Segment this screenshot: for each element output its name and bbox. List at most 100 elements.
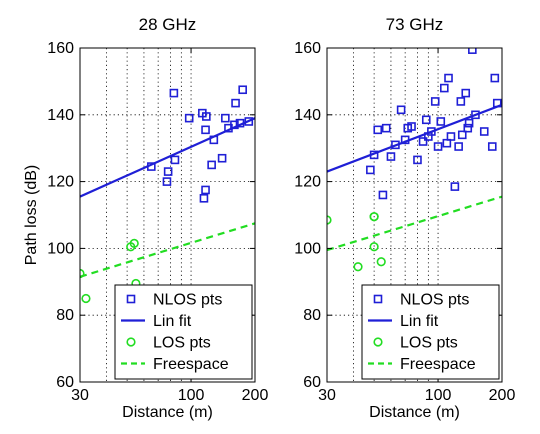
- chart-title: 28 GHz: [139, 15, 197, 34]
- nlos-point: [440, 83, 449, 93]
- x-tick-label: 200: [242, 387, 269, 404]
- series-group: [80, 85, 255, 315]
- y-tick-label: 120: [294, 174, 321, 191]
- nlos-point: [217, 153, 227, 163]
- legend-label: Lin fit: [400, 313, 439, 330]
- legend-label: NLOS pts: [400, 292, 469, 309]
- nlos-point: [490, 73, 500, 83]
- los-point: [353, 262, 363, 272]
- y-tick-label: 140: [47, 107, 74, 124]
- y-tick-label: 80: [303, 307, 321, 324]
- nlos-point: [464, 118, 474, 128]
- freespace-line: [327, 195, 502, 252]
- legend-square-marker: [126, 294, 136, 304]
- x-tick-label: 30: [318, 387, 336, 404]
- legend-box: [361, 284, 500, 380]
- nlos-point: [487, 142, 497, 151]
- nlos-point: [163, 167, 173, 176]
- nlos-point: [231, 98, 240, 108]
- fit-line: [327, 103, 502, 173]
- los-point: [369, 242, 379, 252]
- nlos-point: [463, 123, 473, 133]
- nlos-point: [479, 127, 489, 136]
- nlos-point: [201, 185, 210, 195]
- chart-panels: 30 100 200 60 80 100 120 140 160 28 GHz Distance (…: [47, 15, 515, 421]
- nlos-point: [457, 130, 467, 140]
- legend-label: Lin fit: [153, 313, 192, 330]
- nlos-point: [396, 105, 406, 115]
- axes-frame: [79, 47, 256, 383]
- legend-label: LOS pts: [153, 335, 211, 352]
- legend: NLOS pts Lin fit LOS pts Freespace: [114, 284, 253, 380]
- legend-circle-marker: [126, 337, 136, 347]
- y-tick-label: 160: [294, 40, 321, 57]
- y-tick-label: 140: [294, 107, 321, 124]
- nlos-point: [386, 152, 396, 161]
- nlos-point: [436, 117, 446, 126]
- axes-frame: [326, 47, 503, 383]
- x-axis-label: Distance (m): [369, 404, 460, 421]
- chart-panel-1: 30 100 200 60 80 100 120 140 160 28 GHz Distance (…: [47, 15, 268, 421]
- nlos-point: [407, 122, 416, 131]
- nlos-point: [170, 155, 180, 165]
- y-tick-label: 100: [294, 240, 321, 257]
- y-tick-label: 100: [47, 240, 74, 257]
- nlos-point: [444, 73, 453, 83]
- nlos-point: [199, 194, 209, 203]
- nlos-point: [169, 88, 179, 98]
- legend: NLOS pts Lin fit LOS pts Freespace: [361, 284, 500, 380]
- x-tick-label: 30: [71, 387, 89, 404]
- legend-label: Freespace: [400, 356, 476, 373]
- freespace-line: [80, 222, 255, 278]
- los-point: [376, 257, 386, 267]
- legend-box: [114, 284, 253, 380]
- legend-circle-marker: [373, 337, 383, 347]
- legend-label: Freespace: [153, 356, 229, 373]
- nlos-point: [456, 97, 466, 106]
- nlos-point: [413, 155, 422, 165]
- los-point: [369, 212, 379, 222]
- los-point: [81, 293, 91, 304]
- nlos-point: [430, 97, 440, 106]
- nlos-point: [450, 182, 460, 191]
- x-tick-label: 200: [489, 387, 516, 404]
- nlos-point: [454, 142, 463, 151]
- fit-line: [80, 117, 255, 198]
- nlos-point: [366, 165, 375, 175]
- nlos-point: [461, 88, 471, 98]
- y-tick-label: 60: [56, 374, 74, 391]
- chart-title: 73 GHz: [386, 15, 444, 34]
- legend-label: NLOS pts: [153, 292, 222, 309]
- y-tick-label: 60: [303, 374, 321, 391]
- x-tick-label: 100: [178, 387, 205, 404]
- nlos-point: [238, 85, 247, 95]
- legend-label: LOS pts: [400, 335, 458, 352]
- legend-square-marker: [373, 294, 383, 304]
- nlos-point: [433, 142, 443, 151]
- nlos-point: [162, 177, 172, 186]
- nlos-point: [373, 125, 383, 135]
- y-axis-label: Path loss (dB): [23, 165, 40, 265]
- x-axis-label: Distance (m): [122, 404, 213, 421]
- nlos-point: [421, 115, 431, 125]
- nlos-point: [202, 112, 211, 121]
- y-tick-label: 120: [47, 174, 74, 191]
- nlos-point: [201, 125, 210, 135]
- nlos-point: [471, 110, 480, 120]
- nlos-point: [381, 123, 391, 133]
- nlos-point: [184, 113, 194, 123]
- y-tick-label: 160: [47, 40, 74, 57]
- series-group: [327, 48, 502, 272]
- nlos-point: [418, 137, 428, 146]
- nlos-point: [468, 48, 477, 54]
- x-tick-label: 100: [425, 387, 452, 404]
- nlos-point: [207, 160, 216, 170]
- y-tick-label: 80: [56, 307, 74, 324]
- nlos-point: [446, 132, 456, 141]
- los-point: [80, 268, 85, 279]
- nlos-point: [378, 190, 388, 200]
- los-point: [129, 238, 139, 248]
- nlos-point: [221, 113, 230, 123]
- chart-panel-2: 30 100 200 60 80 100 120 140 160 73 GHz Distance (…: [294, 15, 515, 421]
